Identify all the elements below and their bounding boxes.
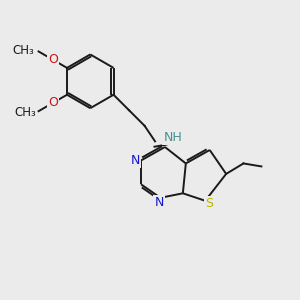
Text: CH₃: CH₃ <box>12 44 34 57</box>
Text: O: O <box>48 97 58 110</box>
Text: N: N <box>154 196 164 209</box>
Text: O: O <box>48 53 58 66</box>
Text: S: S <box>205 197 213 210</box>
Text: NH: NH <box>164 131 182 144</box>
Text: N: N <box>131 154 140 167</box>
Text: CH₃: CH₃ <box>14 106 36 119</box>
